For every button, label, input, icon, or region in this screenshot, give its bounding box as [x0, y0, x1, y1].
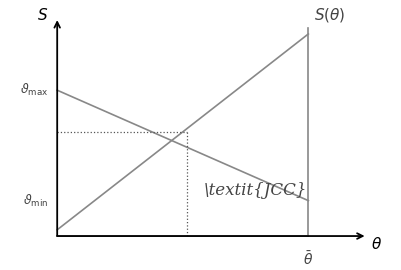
Text: $\bar{\theta}$: $\bar{\theta}$ [303, 251, 314, 268]
Text: \textit{JCC}: \textit{JCC} [203, 182, 307, 199]
Text: $S(\theta)$: $S(\theta)$ [314, 5, 346, 23]
Text: $\vartheta_{\rm max}$: $\vartheta_{\rm max}$ [20, 82, 49, 98]
Text: $\vartheta_{\rm min}$: $\vartheta_{\rm min}$ [23, 193, 49, 209]
Text: $S$: $S$ [37, 7, 48, 23]
Text: $\theta$: $\theta$ [371, 236, 382, 252]
